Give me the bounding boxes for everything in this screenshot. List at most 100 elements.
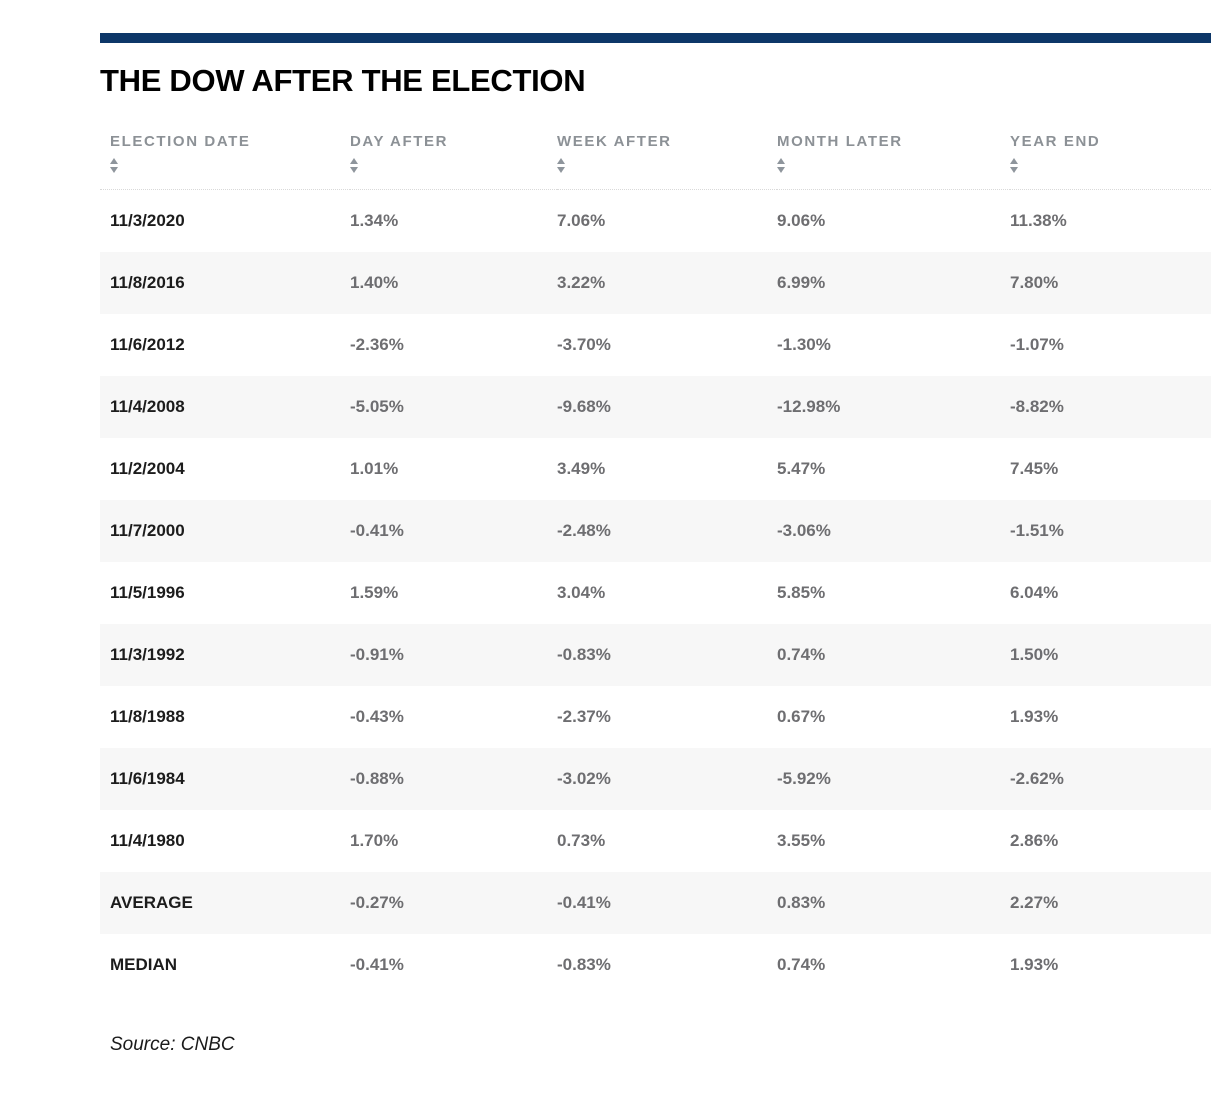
election-date-cell: 11/8/2016 xyxy=(110,272,185,292)
column-label: MONTH LATER xyxy=(777,133,903,150)
value-cell: -2.37% xyxy=(557,706,611,726)
value-cell: -0.83% xyxy=(557,954,611,974)
value-cell: -5.05% xyxy=(350,396,404,416)
table-row: 11/5/1996 1.59% 3.04% 5.85% 6.04% xyxy=(100,562,1211,624)
value-cell: -5.92% xyxy=(777,768,831,788)
election-date-cell: 11/5/1996 xyxy=(110,582,185,602)
value-cell: 1.93% xyxy=(1010,954,1059,974)
value-cell: 6.04% xyxy=(1010,582,1059,602)
value-cell: 5.85% xyxy=(777,582,826,602)
value-cell: -0.41% xyxy=(350,954,404,974)
value-cell: -1.51% xyxy=(1010,520,1064,540)
value-cell: 7.45% xyxy=(1010,458,1059,478)
value-cell: -3.06% xyxy=(777,520,831,540)
value-cell: 1.01% xyxy=(350,458,399,478)
value-cell: 1.40% xyxy=(350,272,399,292)
sort-up-icon xyxy=(1010,158,1018,164)
value-cell: -1.30% xyxy=(777,334,831,354)
column-label: YEAR END xyxy=(1010,133,1101,150)
value-cell: -0.88% xyxy=(350,768,404,788)
table-row: 11/8/2016 1.40% 3.22% 6.99% 7.80% xyxy=(100,251,1211,314)
sort-icon[interactable] xyxy=(1010,158,1018,173)
election-date-cell: AVERAGE xyxy=(110,892,193,912)
value-cell: -0.41% xyxy=(350,520,404,540)
value-cell: 0.74% xyxy=(777,644,826,664)
value-cell: 1.34% xyxy=(350,210,399,230)
sort-down-icon xyxy=(1010,167,1018,173)
sort-icon[interactable] xyxy=(777,158,785,173)
value-cell: 1.93% xyxy=(1010,706,1059,726)
value-cell: 0.73% xyxy=(557,830,606,850)
column-header-year-end[interactable]: YEAR END xyxy=(1010,99,1211,190)
column-header-week-after[interactable]: WEEK AFTER xyxy=(557,99,777,190)
table-row: 11/4/1980 1.70% 0.73% 3.55% 2.86% xyxy=(100,810,1211,872)
election-date-cell: 11/3/2020 xyxy=(110,210,185,230)
sort-icon[interactable] xyxy=(110,158,118,173)
column-label: WEEK AFTER xyxy=(557,133,672,150)
value-cell: -2.62% xyxy=(1010,768,1064,788)
election-date-cell: 11/6/2012 xyxy=(110,334,185,354)
table-body: 11/3/2020 1.34% 7.06% 9.06% 11.38% 11/8/2016 1… xyxy=(100,190,1211,996)
sort-up-icon xyxy=(110,158,118,164)
value-cell: 9.06% xyxy=(777,210,826,230)
value-cell: -8.82% xyxy=(1010,396,1064,416)
accent-bar xyxy=(100,33,1211,43)
value-cell: 7.06% xyxy=(557,210,606,230)
value-cell: 11.38% xyxy=(1010,210,1067,230)
value-cell: 1.59% xyxy=(350,582,399,602)
value-cell: 3.55% xyxy=(777,830,826,850)
value-cell: -3.70% xyxy=(557,334,611,354)
table-row: 11/2/2004 1.01% 3.49% 5.47% 7.45% xyxy=(100,438,1211,500)
value-cell: 1.70% xyxy=(350,830,399,850)
value-cell: -2.48% xyxy=(557,520,611,540)
page-container: THE DOW AFTER THE ELECTION ELECTION DATE… xyxy=(100,33,1211,1056)
source-credit: Source: CNBC xyxy=(110,1033,235,1055)
table-row: 11/6/1984 -0.88% -3.02% -5.92% -2.62% xyxy=(100,747,1211,810)
column-header-day-after[interactable]: DAY AFTER xyxy=(350,99,557,190)
value-cell: -0.83% xyxy=(557,644,611,664)
sort-icon[interactable] xyxy=(557,158,565,173)
value-cell: -0.27% xyxy=(350,892,404,912)
value-cell: 0.67% xyxy=(777,706,826,726)
election-date-cell: 11/3/1992 xyxy=(110,644,185,664)
column-header-election-date[interactable]: ELECTION DATE xyxy=(100,99,350,190)
value-cell: -0.41% xyxy=(557,892,611,912)
table-row: 11/4/2008 -5.05% -9.68% -12.98% -8.82% xyxy=(100,375,1211,438)
value-cell: 2.27% xyxy=(1010,892,1059,912)
election-date-cell: MEDIAN xyxy=(110,954,178,974)
election-date-cell: 11/7/2000 xyxy=(110,520,185,540)
sort-down-icon xyxy=(110,167,118,173)
value-cell: -3.02% xyxy=(557,768,611,788)
value-cell: -0.91% xyxy=(350,644,404,664)
value-cell: 7.80% xyxy=(1010,272,1059,292)
sort-up-icon xyxy=(350,158,358,164)
value-cell: -1.07% xyxy=(1010,334,1064,354)
table-row: 11/3/1992 -0.91% -0.83% 0.74% 1.50% xyxy=(100,623,1211,686)
sort-icon[interactable] xyxy=(350,158,358,173)
table-row: 11/7/2000 -0.41% -2.48% -3.06% -1.51% xyxy=(100,499,1211,562)
value-cell: 0.83% xyxy=(777,892,826,912)
table-row: MEDIAN -0.41% -0.83% 0.74% 1.93% xyxy=(100,934,1211,996)
page-title: THE DOW AFTER THE ELECTION xyxy=(100,63,586,98)
election-date-cell: 11/6/1984 xyxy=(110,768,185,788)
header-row: ELECTION DATE DAY AFTER WEEK AFTER MONTH… xyxy=(100,99,1211,190)
sort-up-icon xyxy=(777,158,785,164)
column-label: ELECTION DATE xyxy=(110,133,251,150)
election-date-cell: 11/2/2004 xyxy=(110,458,185,478)
election-date-cell: 11/8/1988 xyxy=(110,706,185,726)
column-header-month-later[interactable]: MONTH LATER xyxy=(777,99,1010,190)
value-cell: -2.36% xyxy=(350,334,404,354)
value-cell: 3.04% xyxy=(557,582,606,602)
value-cell: 5.47% xyxy=(777,458,826,478)
value-cell: 1.50% xyxy=(1010,644,1059,664)
sort-down-icon xyxy=(350,167,358,173)
value-cell: 2.86% xyxy=(1010,830,1059,850)
value-cell: 6.99% xyxy=(777,272,826,292)
sort-up-icon xyxy=(557,158,565,164)
table-row: 11/6/2012 -2.36% -3.70% -1.30% -1.07% xyxy=(100,314,1211,376)
value-cell: -9.68% xyxy=(557,396,611,416)
value-cell: -0.43% xyxy=(350,706,404,726)
table-row: 11/3/2020 1.34% 7.06% 9.06% 11.38% xyxy=(100,190,1211,252)
election-date-cell: 11/4/2008 xyxy=(110,396,185,416)
table-header: ELECTION DATE DAY AFTER WEEK AFTER MONTH… xyxy=(100,99,1211,190)
